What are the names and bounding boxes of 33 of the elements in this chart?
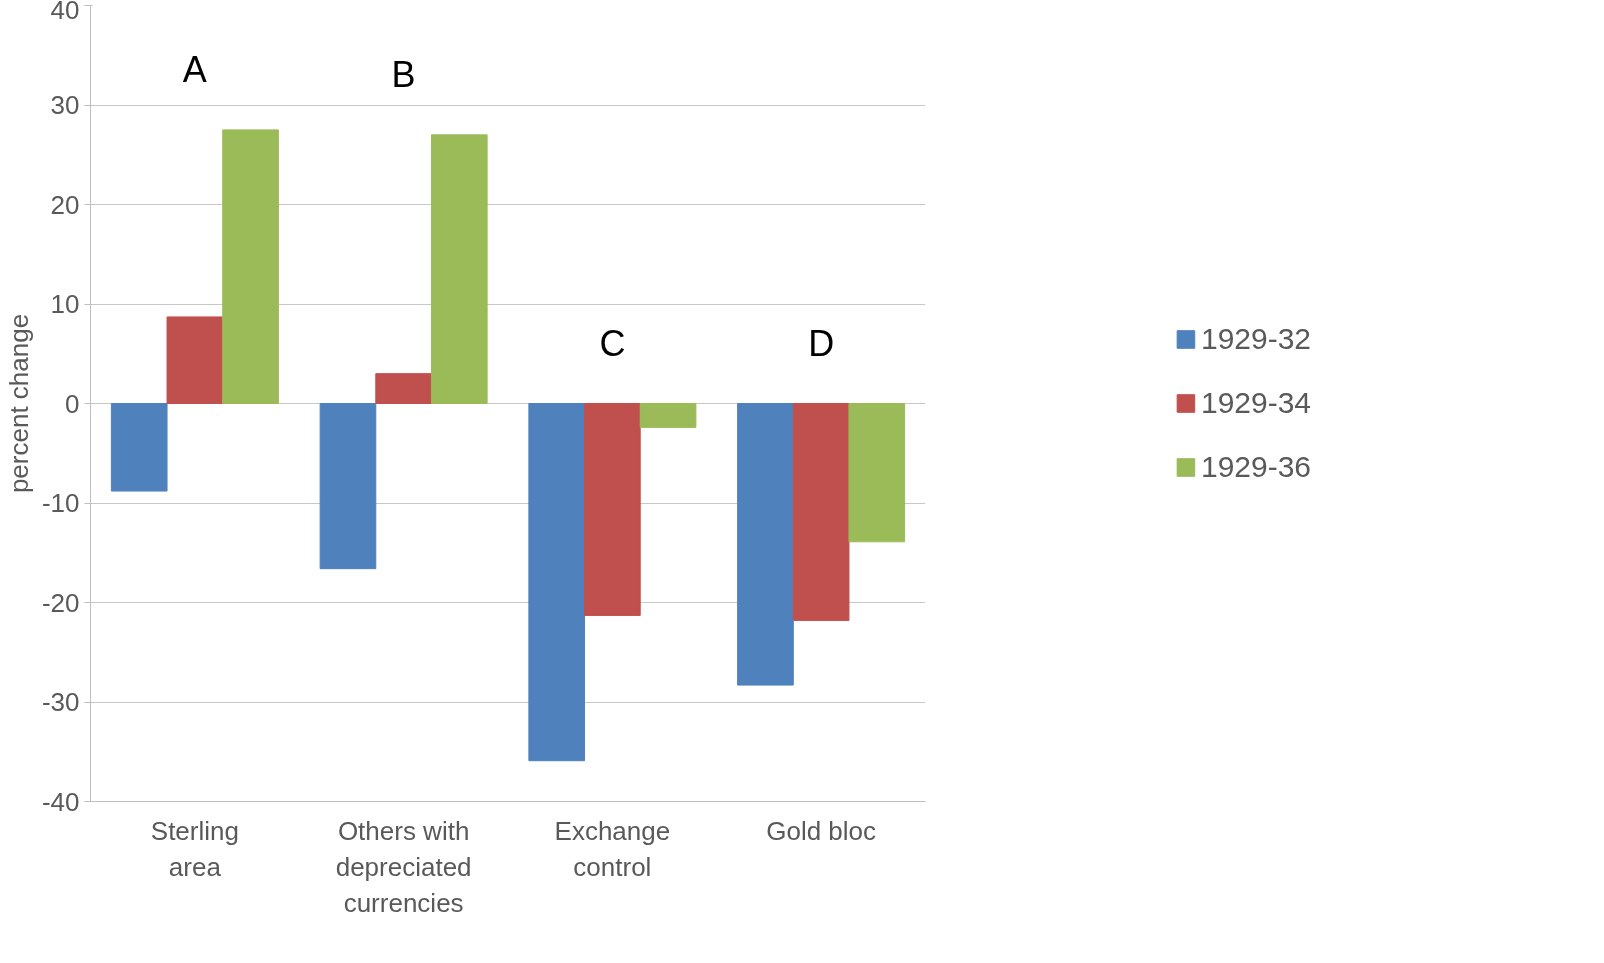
legend-label: 1929-36 [1200,450,1312,484]
y-axis-title: percent change [3,313,34,494]
bar [737,403,794,686]
y-tick-label: 30 [50,90,80,120]
y-tick-label: -10 [41,488,80,518]
bar [110,403,168,492]
annotation: D [808,322,835,364]
y-tick-label: 10 [50,289,80,319]
legend-label: 1929-32 [1200,322,1312,356]
x-tick-label: Gold bloc [766,815,877,846]
y-tick-label: 40 [50,0,80,25]
y-tick-label: -40 [41,786,80,817]
bar [639,403,697,428]
bar [848,403,906,543]
bar [375,373,432,404]
bar [584,403,641,616]
x-tick-label: Exchange control [554,815,671,882]
y-tick-label: -30 [41,687,80,717]
bar [430,134,488,404]
x-tick-label: Sterling area [150,815,239,882]
y-tick-label: -20 [41,587,80,618]
x-tick-label: Others with depreciated currencies [335,815,472,918]
bar [166,316,224,404]
annotation: A [182,48,207,90]
bar [528,403,586,762]
bar [222,129,279,404]
bar [319,403,377,570]
bar [792,403,850,621]
y-tick-label: 0 [65,388,80,419]
legend-label: 1929-34 [1200,386,1312,420]
annotation: B [391,53,416,95]
annotation: C [599,322,626,364]
y-tick-label: 20 [50,189,80,220]
